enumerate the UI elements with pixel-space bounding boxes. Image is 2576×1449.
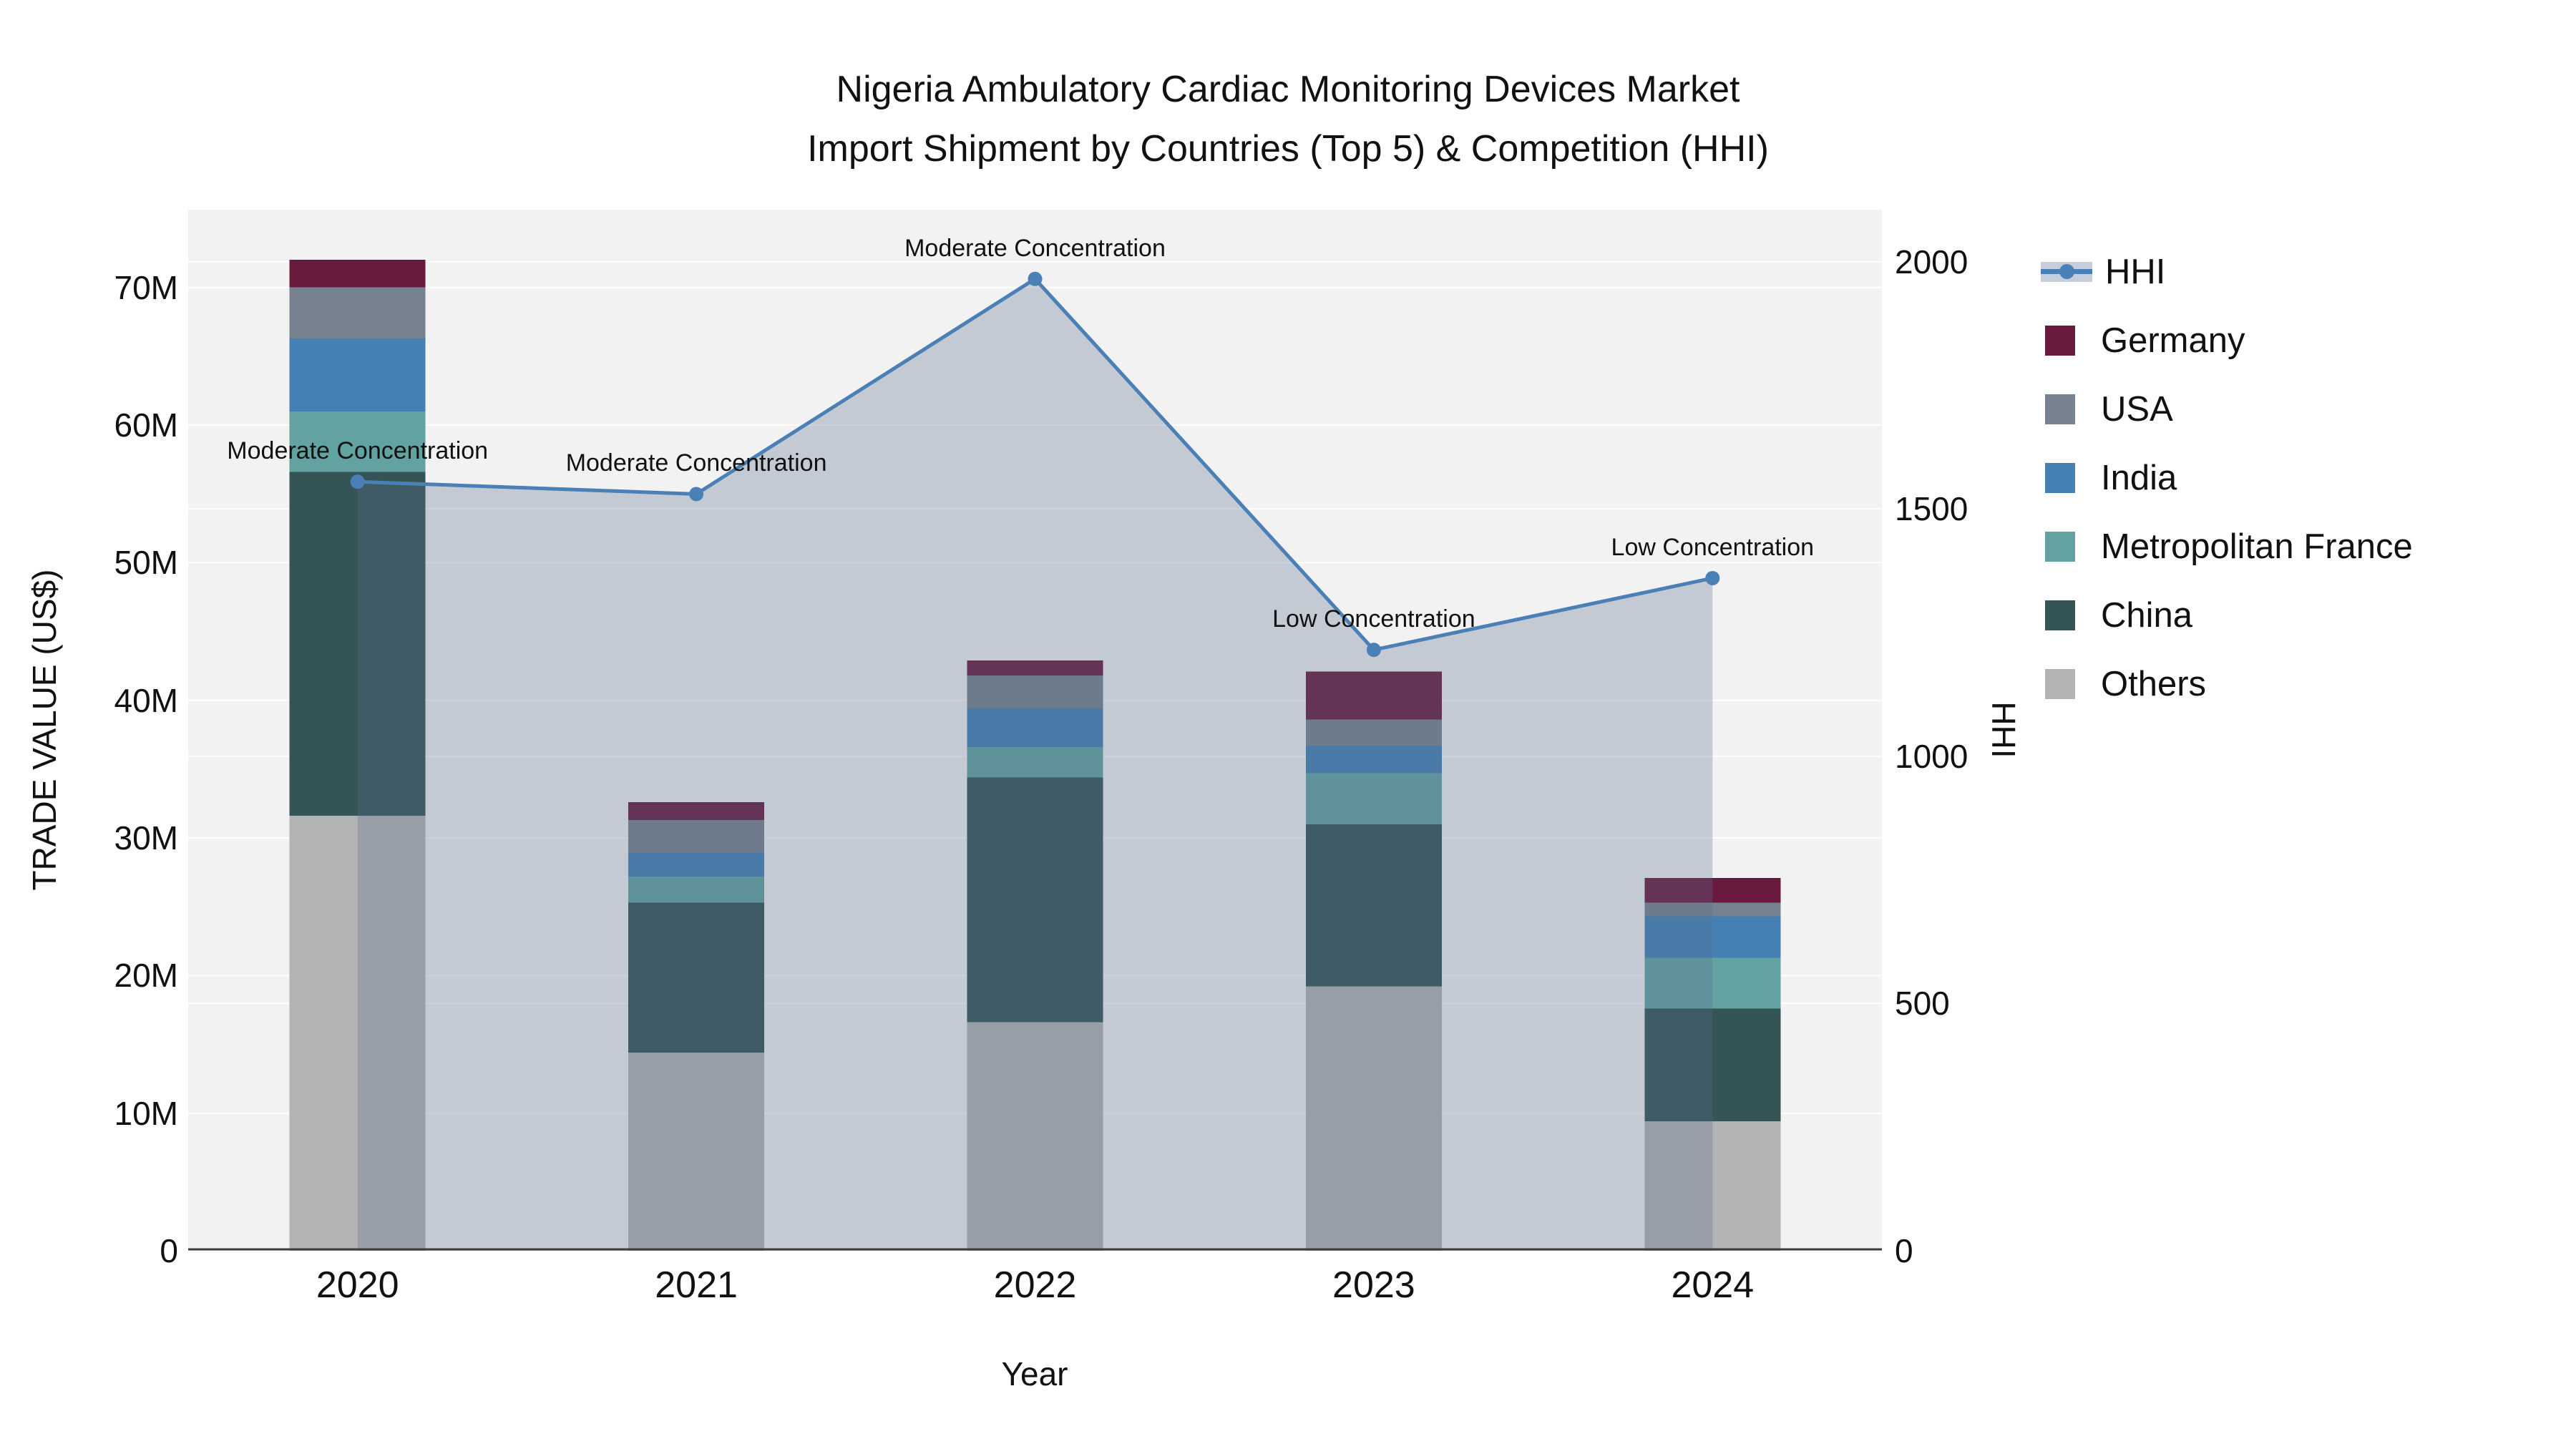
hhi-area-fill: [357, 278, 1713, 1251]
china-swatch-icon: [2045, 600, 2075, 630]
y2-axis-title: HHI: [1985, 701, 2022, 758]
hhi-marker-2024[interactable]: [1705, 570, 1720, 585]
chart-title-line2: Import Shipment by Countries (Top 5) & C…: [807, 128, 1769, 170]
x-axis-title: Year: [1001, 1355, 1068, 1392]
y-tick-70M: 70M: [114, 268, 178, 306]
legend-label: India: [2101, 459, 2177, 497]
legend-label: China: [2101, 596, 2193, 635]
bar-segment-india-2021[interactable]: [628, 853, 765, 877]
annotation-2020: Moderate Concentration: [227, 437, 489, 465]
legend: HHI Germany USA India Metropolitan France Chi…: [2041, 238, 2413, 718]
bar-segment-germany-2021[interactable]: [628, 801, 765, 820]
y2-tick-1500: 1500: [1895, 490, 1968, 528]
legend-item-germany[interactable]: Germany: [2045, 306, 2413, 375]
bar-segment-germany-2022[interactable]: [967, 660, 1103, 676]
hhi-line-legend-glyph: [2041, 259, 2092, 285]
legend-label: Metropolitan France: [2101, 527, 2413, 566]
bar-segment-metropolitan-france-2024[interactable]: [1644, 957, 1781, 1009]
x-tick-2023: 2023: [1332, 1264, 1415, 1306]
germany-swatch-icon: [2045, 326, 2075, 356]
bar-segment-india-2024[interactable]: [1644, 916, 1781, 958]
chart-title-line1: Nigeria Ambulatory Cardiac Monitoring De…: [836, 69, 1740, 110]
bar-segment-china-2024[interactable]: [1644, 1008, 1781, 1122]
y-tick-50M: 50M: [114, 544, 178, 582]
y-tick-0: 0: [160, 1232, 178, 1269]
legend-item-india[interactable]: India: [2045, 444, 2413, 512]
legend-label: Germany: [2101, 321, 2245, 360]
y-tick-30M: 30M: [114, 819, 178, 857]
y2-tick-1000: 1000: [1895, 737, 1968, 775]
bar-segment-others-2020[interactable]: [289, 816, 426, 1251]
bar-segment-usa-2022[interactable]: [967, 675, 1103, 709]
x-tick-2022: 2022: [993, 1264, 1077, 1306]
bar-segment-china-2021[interactable]: [628, 902, 765, 1053]
bar-segment-germany-2023[interactable]: [1305, 671, 1442, 720]
legend-item-metropolitan-france[interactable]: Metropolitan France: [2045, 512, 2413, 581]
x-tick-2024: 2024: [1671, 1264, 1755, 1306]
bar-segment-india-2023[interactable]: [1305, 746, 1442, 774]
plot-area: Moderate Concentration Moderate Concentra…: [188, 210, 1882, 1251]
bar-segment-india-2022[interactable]: [967, 708, 1103, 748]
annotation-2022: Moderate Concentration: [904, 234, 1166, 262]
y2-tick-500: 500: [1895, 985, 1950, 1023]
others-swatch-icon: [2045, 669, 2075, 699]
bar-segment-metropolitan-france-2023[interactable]: [1305, 773, 1442, 824]
annotation-2023: Low Concentration: [1272, 605, 1475, 633]
hhi-marker-2021[interactable]: [689, 487, 704, 502]
legend-label: Others: [2101, 665, 2207, 703]
bar-segment-china-2022[interactable]: [967, 777, 1103, 1023]
y-tick-20M: 20M: [114, 957, 178, 995]
bar-segment-usa-2023[interactable]: [1305, 719, 1442, 746]
bar-segment-metropolitan-france-2021[interactable]: [628, 876, 765, 903]
legend-item-hhi[interactable]: HHI: [2041, 238, 2413, 306]
bar-segment-usa-2021[interactable]: [628, 819, 765, 854]
bar-segment-china-2020[interactable]: [289, 472, 426, 816]
annotation-2021: Moderate Concentration: [565, 449, 827, 477]
bar-segment-china-2023[interactable]: [1305, 824, 1442, 987]
legend-label: USA: [2101, 390, 2173, 429]
bar-segment-others-2022[interactable]: [967, 1022, 1103, 1251]
hhi-marker-2023[interactable]: [1366, 643, 1381, 658]
bar-segment-india-2020[interactable]: [289, 338, 426, 411]
y-tick-60M: 60M: [114, 406, 178, 444]
legend-item-usa[interactable]: USA: [2045, 375, 2413, 444]
bar-segment-metropolitan-france-2020[interactable]: [289, 411, 426, 472]
metropolitan-france-swatch-icon: [2045, 532, 2075, 562]
bar-segment-others-2023[interactable]: [1305, 986, 1442, 1251]
hhi-marker-2022[interactable]: [1028, 271, 1043, 286]
x-tick-2020: 2020: [316, 1264, 399, 1306]
x-tick-2021: 2021: [655, 1264, 738, 1306]
chart-svg: [188, 260, 1882, 1251]
bar-segment-others-2024[interactable]: [1644, 1121, 1781, 1251]
annotation-2024: Low Concentration: [1611, 533, 1815, 561]
y2-tick-2000: 2000: [1895, 243, 1968, 280]
hhi-marker-2020[interactable]: [350, 474, 365, 489]
legend-item-others[interactable]: Others: [2045, 650, 2413, 718]
legend-item-china[interactable]: China: [2045, 581, 2413, 650]
bar-segment-usa-2024[interactable]: [1644, 902, 1781, 917]
bar-segment-germany-2020[interactable]: [289, 260, 426, 288]
y2-tick-0: 0: [1895, 1232, 1913, 1269]
y-tick-10M: 10M: [114, 1094, 178, 1132]
bar-segment-others-2021[interactable]: [628, 1053, 765, 1251]
legend-label: HHI: [2105, 253, 2166, 291]
bar-segment-metropolitan-france-2022[interactable]: [967, 747, 1103, 778]
india-swatch-icon: [2045, 463, 2075, 493]
bar-segment-usa-2020[interactable]: [289, 287, 426, 338]
usa-swatch-icon: [2045, 394, 2075, 424]
bar-segment-germany-2024[interactable]: [1644, 877, 1781, 903]
y-tick-40M: 40M: [114, 681, 178, 719]
